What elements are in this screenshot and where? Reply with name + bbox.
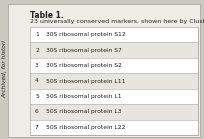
FancyBboxPatch shape bbox=[30, 27, 198, 42]
Text: 3: 3 bbox=[35, 63, 39, 68]
FancyBboxPatch shape bbox=[30, 104, 198, 120]
Text: 1: 1 bbox=[35, 32, 39, 37]
Text: 23 universally conserved markers, shown here by Cluster ID.: 23 universally conserved markers, shown … bbox=[30, 19, 204, 24]
Text: 30S ribosomal protein S2: 30S ribosomal protein S2 bbox=[46, 63, 122, 68]
FancyBboxPatch shape bbox=[30, 58, 198, 73]
Text: 5: 5 bbox=[35, 94, 39, 99]
Text: 50S ribosomal protein L11: 50S ribosomal protein L11 bbox=[46, 79, 125, 84]
FancyBboxPatch shape bbox=[30, 89, 198, 104]
Text: 50S ribosomal protein L1: 50S ribosomal protein L1 bbox=[46, 94, 122, 99]
Text: 2: 2 bbox=[35, 48, 39, 53]
Text: Archived, for histori: Archived, for histori bbox=[2, 40, 7, 98]
Text: 4: 4 bbox=[35, 79, 39, 84]
Text: Table 1.: Table 1. bbox=[30, 11, 64, 20]
FancyBboxPatch shape bbox=[8, 4, 200, 137]
Text: 50S ribosomal protein L22: 50S ribosomal protein L22 bbox=[46, 125, 125, 130]
Text: 6: 6 bbox=[35, 109, 39, 114]
FancyBboxPatch shape bbox=[30, 27, 198, 135]
FancyBboxPatch shape bbox=[30, 120, 198, 135]
Text: 30S ribosomal protein S7: 30S ribosomal protein S7 bbox=[46, 48, 122, 53]
FancyBboxPatch shape bbox=[30, 73, 198, 89]
FancyBboxPatch shape bbox=[30, 42, 198, 58]
Text: 30S ribosomal protein S12: 30S ribosomal protein S12 bbox=[46, 32, 126, 37]
Text: 50S ribosomal protein L3: 50S ribosomal protein L3 bbox=[46, 109, 122, 114]
Text: 7: 7 bbox=[35, 125, 39, 130]
